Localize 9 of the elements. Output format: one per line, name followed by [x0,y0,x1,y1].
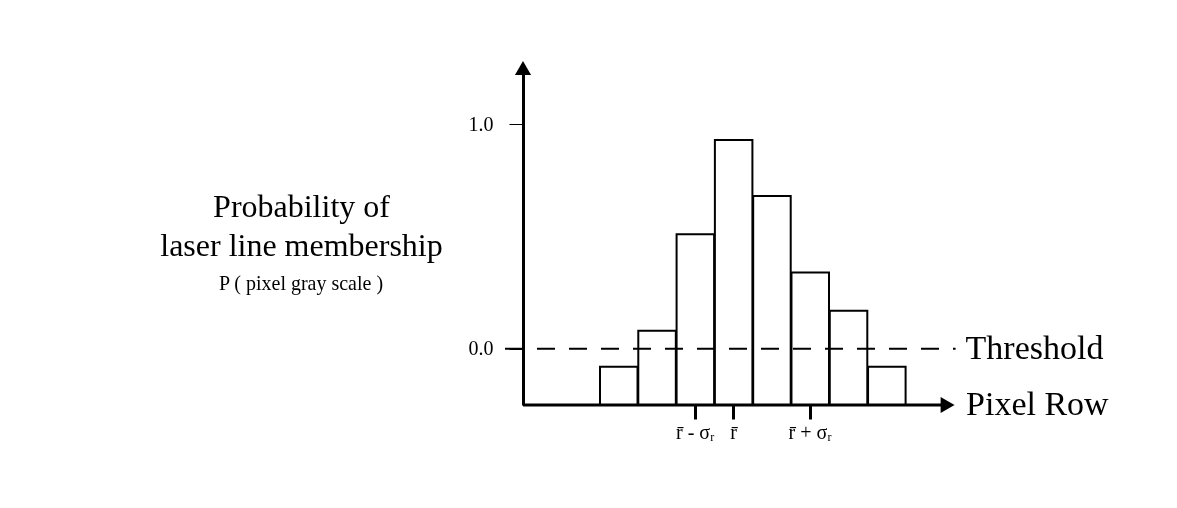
x-tick-label: r̄ - σᵣ [676,421,716,444]
x-axis-title: Pixel Row [966,385,1110,423]
y-axis-title: Probability of laser line membership [160,187,443,264]
text: P ( pixel gray scale ) [218,272,384,295]
y-tick-label: 1.0 [468,112,494,135]
y-tick-label: 0.0 [468,337,494,360]
ref-line-label: Threshold [965,328,1104,366]
x-tick-label: r̄ + σᵣ [788,421,833,444]
x-tick-label: r̄ [730,421,739,444]
